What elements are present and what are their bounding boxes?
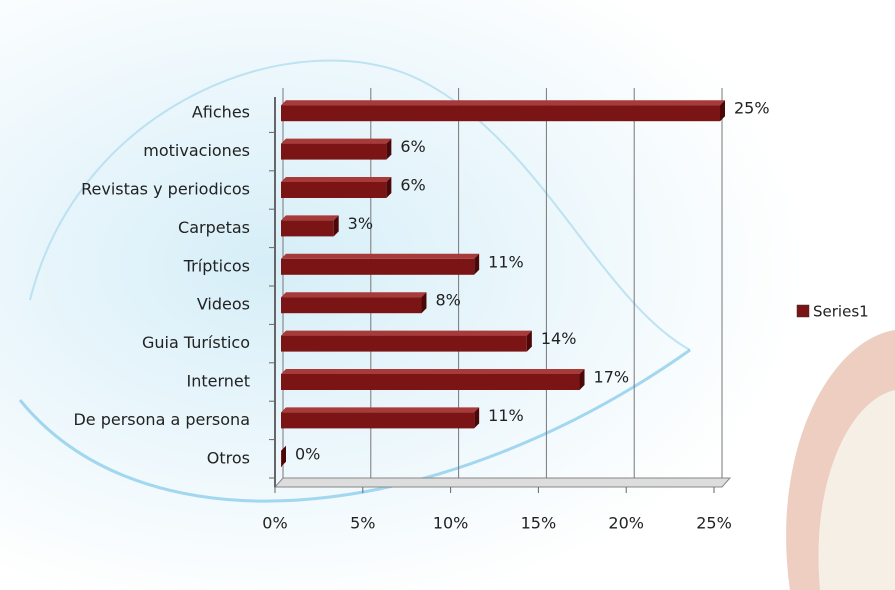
y-tick-label: Revistas y periodicos — [81, 180, 250, 199]
y-tick-label: Trípticos — [183, 256, 250, 275]
bar-side — [474, 407, 480, 429]
x-tick-label: 5% — [350, 514, 375, 533]
x-tick-label: 20% — [608, 514, 644, 533]
bar-top — [281, 407, 480, 413]
y-tick-label: Afiches — [192, 103, 250, 122]
y-tick-label: Carpetas — [178, 218, 250, 237]
value-label: 11% — [488, 252, 524, 271]
value-label: 6% — [400, 176, 425, 195]
bar-side — [421, 292, 427, 314]
bar — [281, 297, 422, 314]
bar-side — [386, 138, 392, 160]
value-label: 11% — [488, 406, 524, 425]
bar — [281, 335, 527, 352]
bar — [281, 105, 720, 122]
x-tick-label: 25% — [696, 514, 732, 533]
decoration — [18, 348, 691, 503]
bar — [281, 143, 387, 160]
x-tick-label: 10% — [433, 514, 469, 533]
bar-side — [720, 100, 725, 122]
value-label: 8% — [435, 291, 460, 310]
value-label: 6% — [400, 137, 425, 156]
bar-top — [281, 292, 427, 298]
y-tick-label: De persona a persona — [73, 410, 250, 429]
bar-top — [281, 100, 725, 106]
bar-side — [333, 215, 339, 237]
legend-swatch — [796, 304, 810, 318]
y-tick-label: Internet — [186, 372, 250, 391]
y-tick-label: Videos — [197, 295, 250, 314]
bar-top — [281, 253, 480, 259]
shell-inner — [818, 390, 895, 590]
bar-side — [579, 369, 585, 390]
bar-top — [281, 215, 339, 221]
bar-side — [386, 177, 392, 198]
x-tick-label: 0% — [262, 514, 287, 533]
bar — [281, 258, 475, 275]
legend-label: Series1 — [813, 303, 869, 321]
value-label: 0% — [295, 444, 320, 463]
bar — [281, 450, 282, 467]
bar-side — [281, 445, 286, 467]
value-label: 17% — [594, 368, 630, 387]
decoration — [29, 59, 691, 351]
bar — [281, 220, 334, 237]
bar — [281, 412, 475, 429]
bar-top — [281, 369, 585, 374]
value-label: 14% — [541, 329, 577, 348]
bar — [281, 182, 387, 198]
bar-top — [281, 138, 392, 144]
y-tick-label: motivaciones — [143, 141, 250, 160]
value-label: 3% — [348, 214, 373, 233]
y-tick-label: Guia Turístico — [142, 333, 250, 352]
bar — [281, 374, 580, 390]
bar-side — [526, 330, 532, 352]
value-label: 25% — [734, 99, 770, 118]
floor — [273, 477, 732, 488]
bar-top — [281, 177, 392, 182]
bar-top — [281, 330, 532, 336]
y-tick-label: Otros — [207, 448, 250, 467]
x-tick-label: 15% — [521, 514, 557, 533]
bar-side — [474, 253, 480, 275]
